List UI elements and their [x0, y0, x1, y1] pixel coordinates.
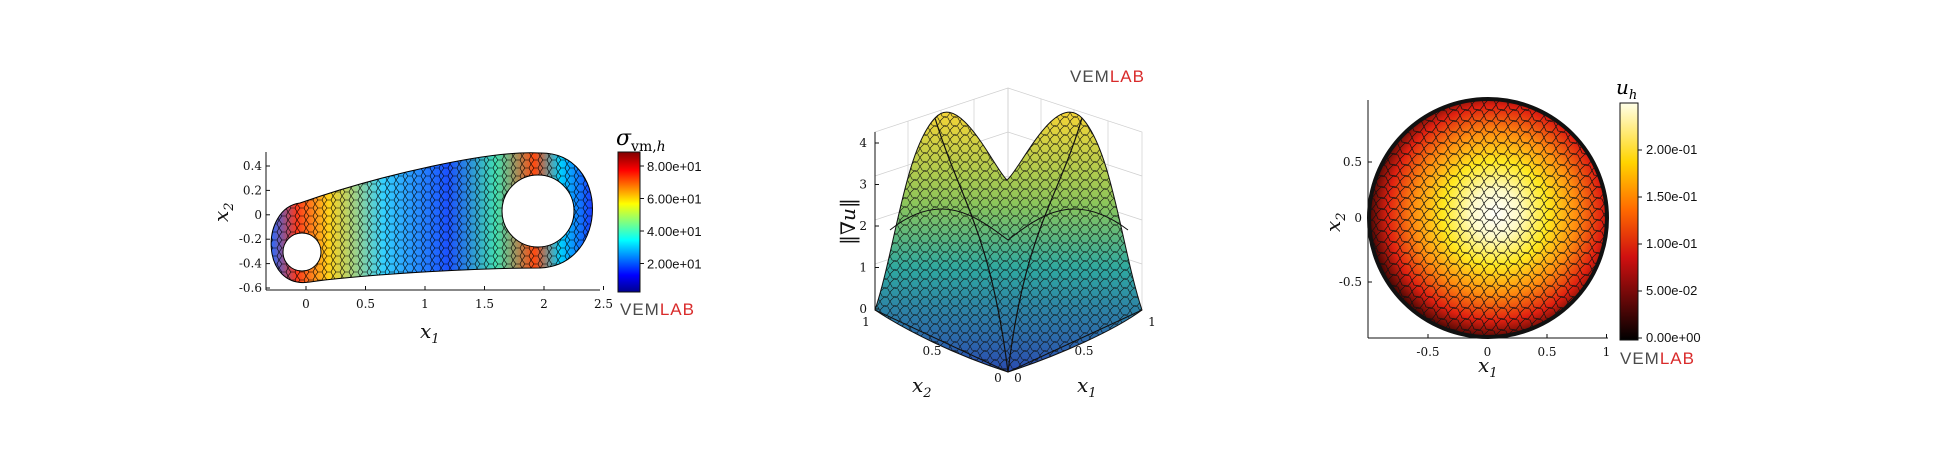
plate-mesh	[270, 152, 593, 283]
disc-mesh	[1367, 97, 1609, 339]
colorbar-tick-label: 6.00e+01	[647, 192, 702, 207]
y-tick-label: 0	[1354, 211, 1362, 225]
surface-y-ticks: 10.50	[862, 315, 1002, 385]
stress-colorbar-ticks: 8.00e+01 6.00e+01 4.00e+01 2.00e+01	[640, 159, 702, 272]
y-tick-label: 0	[994, 371, 1002, 385]
logo-vem: VEM	[620, 300, 660, 319]
x-tick-label: 0	[1014, 371, 1022, 385]
y-tick-label: -0.5	[1339, 275, 1362, 289]
logo-vem: VEM	[1070, 67, 1110, 86]
disc-x-label: x1	[1478, 353, 1498, 381]
disc-colorbar: 2.00e-01 1.50e-01 1.00e-01 5.00e-02 0.00e+00…	[1616, 75, 1701, 345]
z-tick-label: 1	[859, 261, 867, 275]
surface-y-axis	[874, 309, 1009, 373]
disc-plot-panel: 0.5 0 -0.5 -0.5 0 0.5 1 x1 x2 2.00e-01 1.50e-0…	[1280, 0, 1935, 447]
x-tick-label: 1	[1148, 315, 1156, 329]
x-tick-label: 1	[421, 297, 429, 311]
y-tick-label: 0.5	[922, 344, 941, 358]
vemlab-logo-3: VEMLAB	[1620, 349, 1695, 368]
y-tick-label: 0.2	[243, 183, 262, 197]
vemlab-logo-2: VEMLAB	[1070, 67, 1145, 86]
x-tick-label: 1	[1603, 345, 1611, 359]
x-tick-label: 0.5	[356, 297, 375, 311]
colorbar-tick-label: 1.00e-01	[1646, 236, 1697, 251]
surface-x-ticks: 00.51	[1014, 315, 1156, 385]
logo-lab: LAB	[660, 300, 695, 319]
y-tick-label: 0	[254, 208, 262, 222]
disc-x-ticks: -0.5 0 0.5 1	[1416, 334, 1610, 359]
logo-lab: LAB	[1110, 67, 1145, 86]
x-tick-label: 2	[540, 297, 548, 311]
stress-colorbar: 8.00e+01 6.00e+01 4.00e+01 2.00e+01 σvm,h	[616, 126, 702, 293]
colorbar-tick-label: 1.50e-01	[1646, 189, 1697, 204]
stress-x-ticks: 0 0.5 1 1.5 2 2.5	[302, 286, 613, 311]
surface-x-label: x1	[1077, 373, 1097, 401]
logo-lab: LAB	[1660, 349, 1695, 368]
z-tick-label: 2	[859, 219, 867, 233]
large-hole	[501, 174, 575, 248]
vemlab-logo-1: VEMLAB	[620, 300, 695, 319]
surface-x-axis	[1007, 309, 1143, 373]
z-tick-label: 0	[859, 302, 867, 316]
stress-x-label: x1	[420, 319, 440, 347]
y-tick-label: 1	[862, 315, 870, 329]
stress-plot-svg: 0.4 0.2 0 -0.2 -0.4 -0.6 0 0.5 1 1.5 2 2.5 x1 x2 8…	[209, 126, 702, 347]
x-tick-label: 2.5	[594, 297, 613, 311]
colorbar-tick-label: 4.00e+01	[647, 224, 702, 239]
small-hole	[282, 232, 322, 272]
x-tick-label: 0	[1484, 345, 1492, 359]
colorbar-tick-label: 5.00e-02	[1646, 283, 1697, 298]
logo-vem: VEM	[1620, 349, 1660, 368]
disc-colorbar-label: uh	[1616, 75, 1637, 103]
x-tick-label: 0.5	[1074, 344, 1093, 358]
colorbar-tick-label: 2.00e-01	[1646, 142, 1697, 157]
y-tick-label: 0.4	[243, 159, 262, 173]
x-tick-label: 0	[302, 297, 310, 311]
stress-y-label: x2	[209, 202, 237, 222]
disc-plot-svg: 0.5 0 -0.5 -0.5 0 0.5 1 x1 x2 2.00e-01 1.50e-0…	[1321, 75, 1701, 381]
y-tick-label: -0.4	[239, 257, 263, 271]
x-tick-label: 0.5	[1537, 345, 1556, 359]
z-tick-label: 3	[859, 178, 867, 192]
colorbar-tick-label: 0.00e+00	[1646, 330, 1701, 345]
colorbar-tick-label: 8.00e+01	[647, 159, 702, 174]
y-tick-label: -0.2	[239, 232, 262, 246]
disc-colorbar-ticks: 2.00e-01 1.50e-01 1.00e-01 5.00e-02 0.00e+00	[1638, 142, 1701, 345]
colorbar-tick-label: 2.00e+01	[647, 257, 702, 272]
stress-colorbar-label: σvm,h	[616, 126, 666, 155]
surface-y-label: x2	[912, 373, 932, 401]
surface-z-label: ‖∇u‖	[836, 198, 861, 245]
stress-y-ticks: 0.4 0.2 0 -0.2 -0.4 -0.6	[239, 159, 270, 295]
disc-y-label: x2	[1321, 212, 1349, 232]
x-tick-label: -0.5	[1416, 345, 1439, 359]
x-tick-label: 1.5	[475, 297, 494, 311]
z-tick-label: 4	[859, 136, 867, 150]
disc-y-ticks: 0.5 0 -0.5	[1339, 155, 1372, 289]
y-tick-label: 0.5	[1343, 155, 1362, 169]
surface-z-ticks: 4 3 2 1 0	[859, 136, 879, 316]
surface-axes	[874, 132, 1143, 373]
stress-plot-panel: 0.4 0.2 0 -0.2 -0.4 -0.6 0 0.5 1 1.5 2 2.5 x1 x2 8…	[0, 0, 720, 447]
y-tick-label: -0.6	[239, 281, 262, 295]
